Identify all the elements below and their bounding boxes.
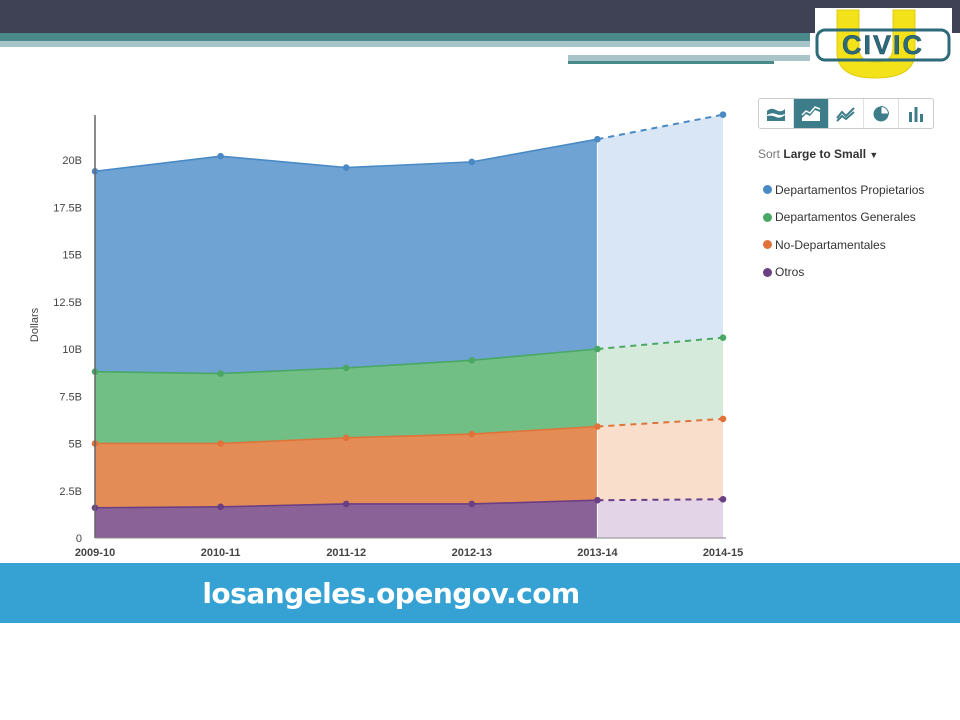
data-point <box>342 500 350 508</box>
area-chart: 0 2.5B 5B 7.5B 10B 12.5B 15B 17.5B 20B 2009-10 201… <box>29 110 743 559</box>
data-point <box>342 434 350 442</box>
projected-area <box>597 418 723 501</box>
data-point <box>468 430 476 438</box>
y-tick-label: 15B <box>62 250 82 262</box>
series-area <box>95 349 598 444</box>
stacked-area-icon <box>767 108 785 121</box>
projected-line <box>597 417 724 428</box>
data-point <box>594 423 601 430</box>
legend-dot-icon <box>763 240 772 250</box>
area-chart-button[interactable] <box>794 99 829 128</box>
data-point <box>594 135 601 143</box>
data-point <box>217 370 224 377</box>
civic-u-logo: CIVIC <box>815 8 952 80</box>
header-stripe <box>568 47 810 55</box>
data-point <box>342 164 350 171</box>
logo-text: CIVIC <box>842 30 924 60</box>
y-axis-label: Dollars <box>29 307 41 342</box>
data-point <box>217 503 224 511</box>
top-bar <box>0 0 960 33</box>
projected-area <box>597 337 723 427</box>
legend-label: Departamentos Generales <box>775 210 916 225</box>
series-area <box>95 139 598 374</box>
bar-chart-button[interactable] <box>899 99 933 128</box>
data-point <box>217 440 224 447</box>
footer-banner: losangeles.opengov.com <box>0 563 960 623</box>
projected-line <box>597 498 724 502</box>
y-tick-label: 0 <box>76 533 82 545</box>
stacked-area-button[interactable] <box>759 99 794 128</box>
projected-area <box>597 114 723 349</box>
data-point <box>719 415 727 423</box>
data-point <box>217 152 224 160</box>
data-point <box>468 357 476 364</box>
series-area <box>95 426 598 508</box>
line-chart-icon <box>836 106 855 122</box>
sort-prefix: Sort <box>758 147 781 161</box>
data-point <box>594 496 601 504</box>
data-point <box>719 334 727 341</box>
legend-label: Departamentos Propietarios <box>775 182 925 197</box>
projected-area <box>597 499 723 538</box>
footer-url: losangeles.opengov.com <box>202 576 580 610</box>
line-chart-button[interactable] <box>829 99 864 128</box>
header-stripe <box>0 41 810 47</box>
legend-item[interactable]: Departamentos Generales <box>763 204 960 232</box>
y-tick-label: 12.5B <box>53 297 82 309</box>
pie-chart-icon <box>873 105 890 121</box>
x-tick-label: 2011-12 <box>326 547 366 559</box>
y-tick-label: 10B <box>62 344 82 356</box>
legend-label: No-Departamentales <box>775 237 886 252</box>
data-point <box>468 500 476 508</box>
y-tick-label: 20B <box>62 155 82 167</box>
x-tick-label: 2013-14 <box>577 547 618 559</box>
x-tick-label: 2012-13 <box>452 547 492 559</box>
sort-value: Large to Small <box>783 147 867 161</box>
y-tick-label: 7.5B <box>59 391 82 403</box>
y-tick-label: 5B <box>69 439 82 451</box>
legend-dot-icon <box>763 185 772 195</box>
sort-selector[interactable]: Sort Large to Small ▼ <box>758 147 878 161</box>
legend-item[interactable]: Otros <box>763 259 960 287</box>
legend-label: Otros <box>775 265 805 280</box>
legend-item[interactable]: Departamentos Propietarios <box>763 176 960 204</box>
data-point <box>342 364 350 372</box>
data-point <box>468 158 476 166</box>
pie-chart-button[interactable] <box>864 99 899 128</box>
y-tick-label: 2.5B <box>59 486 82 498</box>
x-tick-label: 2009-10 <box>75 547 115 559</box>
legend-dot-icon <box>763 267 772 277</box>
legend-dot-icon <box>763 212 772 222</box>
header-stripe <box>568 55 810 61</box>
data-point <box>594 345 601 353</box>
data-point <box>719 111 727 118</box>
chart-type-switcher <box>758 98 934 129</box>
data-point <box>719 495 727 503</box>
x-tick-label: 2010-11 <box>201 547 241 559</box>
bar-chart-icon <box>909 106 923 122</box>
legend-item[interactable]: No-Departamentales <box>763 231 960 259</box>
y-tick-label: 17.5B <box>53 202 82 214</box>
x-tick-label: 2014-15 <box>703 547 743 559</box>
caret-down-icon: ▼ <box>869 150 879 160</box>
header-stripe <box>0 33 810 41</box>
header-stripe <box>568 61 774 64</box>
area-chart-icon <box>801 105 821 121</box>
chart-legend: Departamentos Propietarios Departamentos … <box>763 176 960 286</box>
